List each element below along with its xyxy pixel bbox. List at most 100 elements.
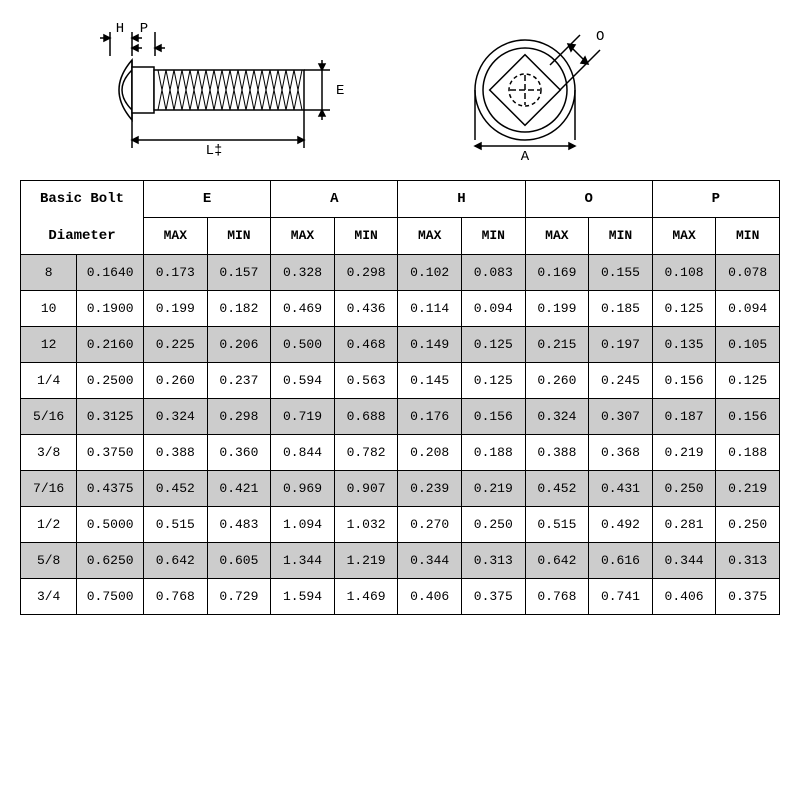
table-row: 120.21600.2250.2060.5000.4680.1490.1250.… <box>21 326 780 362</box>
cell-value: 0.219 <box>461 470 525 506</box>
cell-value: 0.324 <box>525 398 589 434</box>
cell-value: 0.729 <box>207 578 271 614</box>
sub-min: MIN <box>334 218 398 255</box>
cell-value: 0.199 <box>144 290 208 326</box>
label-H: H <box>116 21 124 37</box>
cell-value: 0.406 <box>652 578 716 614</box>
header-P: P <box>652 181 779 218</box>
cell-value: 0.452 <box>144 470 208 506</box>
table-body: 80.16400.1730.1570.3280.2980.1020.0830.1… <box>21 254 780 614</box>
cell-value: 0.225 <box>144 326 208 362</box>
sub-min: MIN <box>461 218 525 255</box>
cell-value: 0.515 <box>525 506 589 542</box>
cell-value: 0.125 <box>461 326 525 362</box>
cell-value: 0.421 <box>207 470 271 506</box>
cell-decimal: 0.5000 <box>77 506 144 542</box>
cell-value: 0.206 <box>207 326 271 362</box>
cell-value: 0.492 <box>589 506 653 542</box>
cell-value: 0.182 <box>207 290 271 326</box>
cell-value: 0.199 <box>525 290 589 326</box>
table-row: 1/40.25000.2600.2370.5940.5630.1450.1250… <box>21 362 780 398</box>
cell-value: 0.469 <box>271 290 335 326</box>
cell-value: 0.239 <box>398 470 462 506</box>
table-row: 80.16400.1730.1570.3280.2980.1020.0830.1… <box>21 254 780 290</box>
bolt-side-view-diagram: H P <box>100 20 360 160</box>
cell-value: 0.125 <box>716 362 780 398</box>
cell-value: 0.219 <box>716 470 780 506</box>
cell-size: 3/8 <box>21 434 77 470</box>
cell-value: 0.360 <box>207 434 271 470</box>
header-O: O <box>525 181 652 218</box>
cell-value: 0.105 <box>716 326 780 362</box>
cell-value: 0.156 <box>461 398 525 434</box>
cell-size: 5/8 <box>21 542 77 578</box>
cell-decimal: 0.2160 <box>77 326 144 362</box>
dimensions-table: Basic Bolt E A H O P Diameter MAX MIN MA… <box>20 180 780 615</box>
cell-value: 0.344 <box>398 542 462 578</box>
cell-value: 0.741 <box>589 578 653 614</box>
cell-value: 0.642 <box>525 542 589 578</box>
sub-min: MIN <box>716 218 780 255</box>
label-P: P <box>140 21 148 37</box>
sub-min: MIN <box>589 218 653 255</box>
cell-size: 12 <box>21 326 77 362</box>
cell-size: 1/4 <box>21 362 77 398</box>
cell-value: 0.500 <box>271 326 335 362</box>
cell-value: 0.298 <box>334 254 398 290</box>
cell-value: 0.307 <box>589 398 653 434</box>
cell-value: 0.187 <box>652 398 716 434</box>
cell-value: 0.719 <box>271 398 335 434</box>
cell-decimal: 0.4375 <box>77 470 144 506</box>
cell-value: 0.452 <box>525 470 589 506</box>
cell-value: 0.250 <box>461 506 525 542</box>
cell-decimal: 0.3125 <box>77 398 144 434</box>
cell-decimal: 0.7500 <box>77 578 144 614</box>
cell-value: 0.375 <box>461 578 525 614</box>
cell-value: 0.250 <box>716 506 780 542</box>
cell-value: 0.157 <box>207 254 271 290</box>
cell-value: 0.102 <box>398 254 462 290</box>
cell-value: 0.907 <box>334 470 398 506</box>
cell-value: 1.094 <box>271 506 335 542</box>
cell-value: 0.169 <box>525 254 589 290</box>
header-E: E <box>144 181 271 218</box>
cell-size: 7/16 <box>21 470 77 506</box>
cell-value: 0.219 <box>652 434 716 470</box>
cell-value: 0.108 <box>652 254 716 290</box>
sub-max: MAX <box>652 218 716 255</box>
cell-value: 0.328 <box>271 254 335 290</box>
cell-value: 0.616 <box>589 542 653 578</box>
table-row: 1/20.50000.5150.4831.0941.0320.2700.2500… <box>21 506 780 542</box>
table-row: 7/160.43750.4520.4210.9690.9070.2390.219… <box>21 470 780 506</box>
cell-decimal: 0.2500 <box>77 362 144 398</box>
cell-value: 0.388 <box>525 434 589 470</box>
cell-value: 0.114 <box>398 290 462 326</box>
label-L: L‡ <box>206 143 223 159</box>
sub-min: MIN <box>207 218 271 255</box>
cell-value: 0.688 <box>334 398 398 434</box>
cell-decimal: 0.3750 <box>77 434 144 470</box>
cell-value: 0.298 <box>207 398 271 434</box>
cell-value: 0.156 <box>652 362 716 398</box>
cell-decimal: 0.1900 <box>77 290 144 326</box>
cell-value: 1.469 <box>334 578 398 614</box>
bolt-top-view-diagram: O A <box>440 20 630 160</box>
cell-value: 0.436 <box>334 290 398 326</box>
cell-value: 0.176 <box>398 398 462 434</box>
cell-value: 0.313 <box>461 542 525 578</box>
cell-value: 0.388 <box>144 434 208 470</box>
cell-value: 0.135 <box>652 326 716 362</box>
cell-value: 0.431 <box>589 470 653 506</box>
cell-value: 0.844 <box>271 434 335 470</box>
cell-decimal: 0.1640 <box>77 254 144 290</box>
table-row: 100.19000.1990.1820.4690.4360.1140.0940.… <box>21 290 780 326</box>
diagrams-container: H P <box>20 20 780 160</box>
cell-value: 0.197 <box>589 326 653 362</box>
cell-value: 0.083 <box>461 254 525 290</box>
cell-value: 0.173 <box>144 254 208 290</box>
cell-value: 0.245 <box>589 362 653 398</box>
cell-value: 0.145 <box>398 362 462 398</box>
cell-value: 0.468 <box>334 326 398 362</box>
cell-value: 0.483 <box>207 506 271 542</box>
cell-value: 0.215 <box>525 326 589 362</box>
